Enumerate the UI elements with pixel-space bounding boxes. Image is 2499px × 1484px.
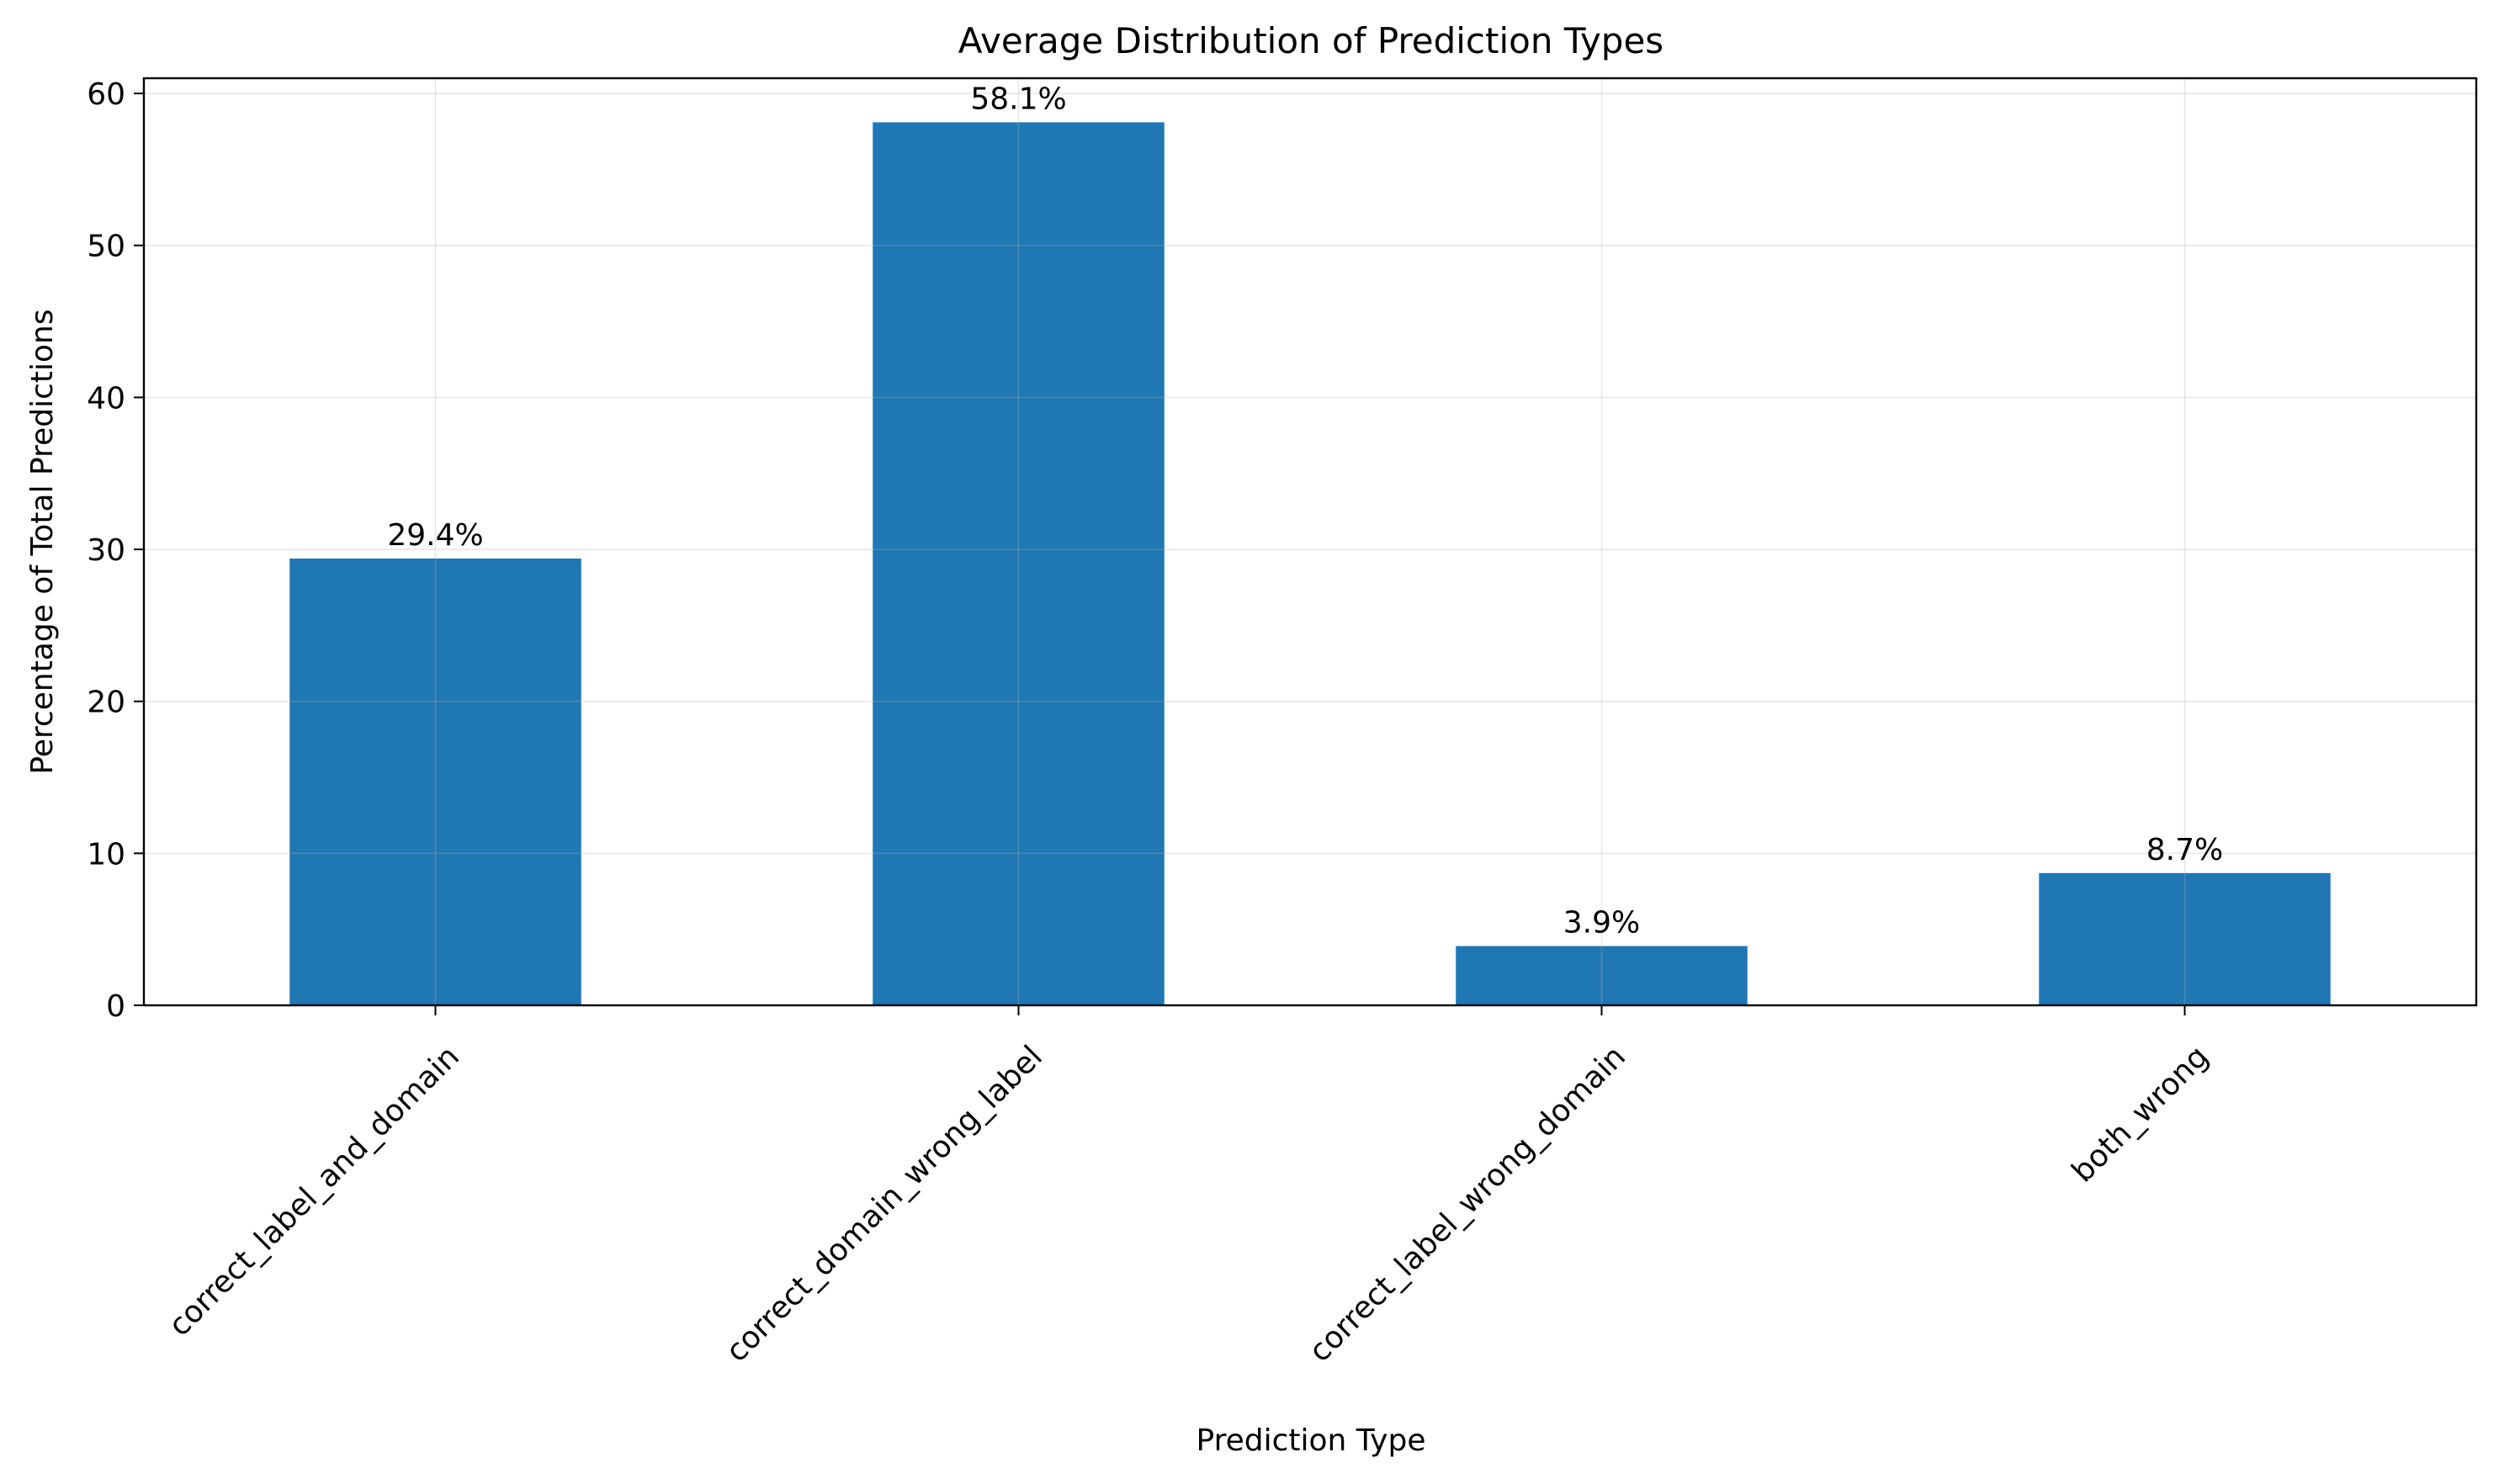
y-axis-ticks: 0 10 20 30 40 50 60 [87, 77, 144, 1024]
data-labels: 29.4% 58.1% 3.9% 8.7% [387, 82, 2223, 940]
x-axis-label: Prediction Type [1196, 1423, 1426, 1458]
x-tick-label: correct_label_wrong_domain [1303, 1039, 1632, 1369]
chart-title: Average Distribution of Prediction Types [958, 20, 1663, 61]
x-tick-label: both_wrong [2066, 1039, 2215, 1189]
bar-both_wrong [2039, 872, 2331, 1005]
data-label: 3.9% [1563, 906, 1640, 941]
y-tick-label: 20 [87, 686, 125, 720]
bars [289, 122, 2331, 1006]
y-tick-label: 50 [87, 230, 125, 264]
y-tick-label: 30 [87, 533, 125, 568]
y-tick-label: 10 [87, 837, 125, 872]
x-tick-label: correct_label_and_domain [162, 1039, 466, 1343]
bar-correct_domain_wrong_label [873, 122, 1165, 1006]
y-tick-label: 60 [87, 77, 125, 112]
y-tick-label: 40 [87, 381, 125, 416]
bar-correct_label_wrong_domain [1456, 946, 1748, 1005]
plot-frame [142, 77, 2478, 1007]
x-axis-ticks: correct_label_and_domain correct_domain_w… [162, 1005, 2215, 1369]
y-tick-label: 0 [106, 989, 125, 1024]
y-axis-label: Percentage of Total Predictions [25, 309, 60, 774]
data-label: 58.1% [970, 82, 1066, 116]
data-label: 29.4% [387, 518, 483, 553]
data-label: 8.7% [2146, 833, 2223, 867]
x-tick-label: correct_domain_wrong_label [719, 1039, 1049, 1369]
bar-correct_label_and_domain [289, 558, 581, 1005]
